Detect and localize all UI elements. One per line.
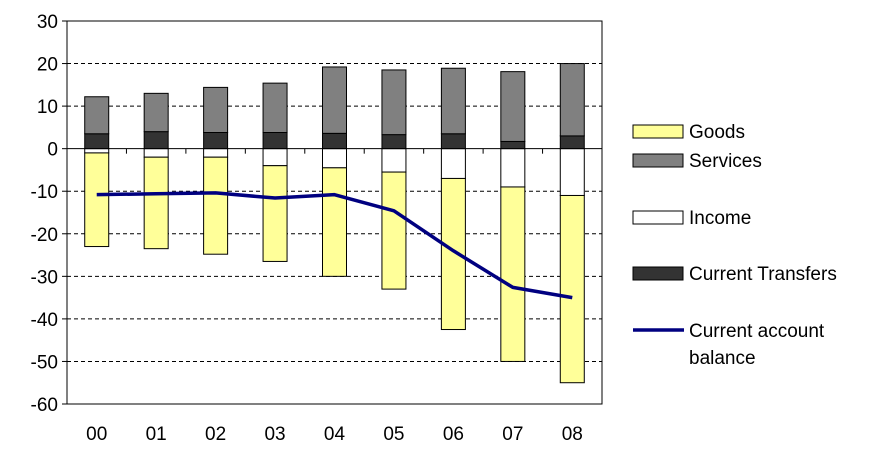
bar-current-transfers xyxy=(262,131,288,150)
bar-income xyxy=(203,148,229,158)
bars xyxy=(84,63,585,384)
legend-label-line: Current Transfers xyxy=(689,264,837,285)
y-tick-label: -40 xyxy=(31,310,58,331)
legend-label-current-transfers: Current Transfers xyxy=(689,264,837,285)
bar-services xyxy=(262,82,288,133)
bar-services xyxy=(84,96,110,135)
bar-services xyxy=(322,66,347,134)
bar-income xyxy=(84,148,110,154)
bar-current-transfers xyxy=(84,133,110,150)
bar-services xyxy=(500,71,526,142)
legend: Goods Services Income Current Transfers Curr… xyxy=(632,122,837,369)
y-tick-label: 30 xyxy=(37,12,58,33)
bar-goods xyxy=(559,194,585,384)
bar-goods xyxy=(322,167,347,277)
x-tick-label: 07 xyxy=(502,424,523,445)
x-tick-label: 02 xyxy=(205,424,226,445)
y-tick-label: -30 xyxy=(31,267,58,288)
bar-goods xyxy=(262,165,288,262)
x-tick-label: 01 xyxy=(146,424,167,445)
legend-swatch-current-transfers xyxy=(632,266,684,281)
bar-income xyxy=(381,148,407,173)
legend-label-line: Services xyxy=(689,151,762,172)
bar-services xyxy=(440,67,466,135)
bar-current-transfers xyxy=(440,133,466,150)
legend-swatch-goods xyxy=(632,124,684,139)
bar-current-transfers xyxy=(559,135,585,150)
legend-label-services: Services xyxy=(689,151,762,172)
bar-services xyxy=(203,86,229,133)
bar-current-transfers xyxy=(322,132,347,150)
legend-label-line: Current account xyxy=(689,321,825,342)
legend-swatch-services xyxy=(632,153,684,168)
legend-label-line: Income xyxy=(689,208,751,229)
x-tick-label: 00 xyxy=(86,424,107,445)
bar-current-transfers xyxy=(500,140,526,150)
axes xyxy=(62,20,603,405)
x-tick-label: 08 xyxy=(562,424,583,445)
bar-current-transfers xyxy=(143,131,169,150)
x-tick-label: 06 xyxy=(443,424,464,445)
bar-goods xyxy=(143,156,169,250)
legend-label-current-account-balance: Current account balance xyxy=(689,321,825,369)
x-tick-label: 04 xyxy=(324,424,346,445)
legend-label-line: balance xyxy=(689,348,756,369)
bar-goods xyxy=(381,171,407,290)
legend-swatch-income xyxy=(632,210,684,225)
bar-services xyxy=(381,69,407,136)
y-tick-label: 10 xyxy=(37,97,58,118)
current-account-balance-line xyxy=(96,191,573,300)
legend-label-goods: Goods xyxy=(689,122,745,143)
x-axis-ticks: 00 01 02 03 04 05 06 07 08 xyxy=(86,424,583,445)
bar-income xyxy=(262,148,288,167)
bar-income xyxy=(500,148,526,188)
y-tick-label: 20 xyxy=(37,55,58,76)
legend-label-line: Goods xyxy=(689,122,745,143)
balance-line-group xyxy=(96,191,573,300)
plot-area-border xyxy=(66,20,603,405)
bar-income xyxy=(143,148,169,158)
x-tick-label: 05 xyxy=(383,424,404,445)
y-tick-label: 0 xyxy=(47,140,58,161)
x-tick-label: 03 xyxy=(264,424,285,445)
y-axis-ticks: 30 20 10 0 -10 -20 -30 -40 -50 -60 xyxy=(31,12,58,416)
bar-current-transfers xyxy=(381,134,407,150)
bar-goods xyxy=(203,156,229,255)
y-tick-label: -10 xyxy=(31,182,58,203)
bar-goods xyxy=(84,152,110,248)
legend-label-income: Income xyxy=(689,208,751,229)
y-tick-label: -60 xyxy=(31,395,58,416)
bar-current-transfers xyxy=(203,131,229,150)
bar-services xyxy=(143,92,169,133)
bar-goods xyxy=(500,186,526,362)
bar-services xyxy=(559,63,585,137)
y-tick-label: -50 xyxy=(31,352,58,373)
bar-income xyxy=(559,148,585,196)
y-tick-label: -20 xyxy=(31,225,58,246)
bar-income xyxy=(440,148,466,179)
bar-income xyxy=(322,148,347,169)
